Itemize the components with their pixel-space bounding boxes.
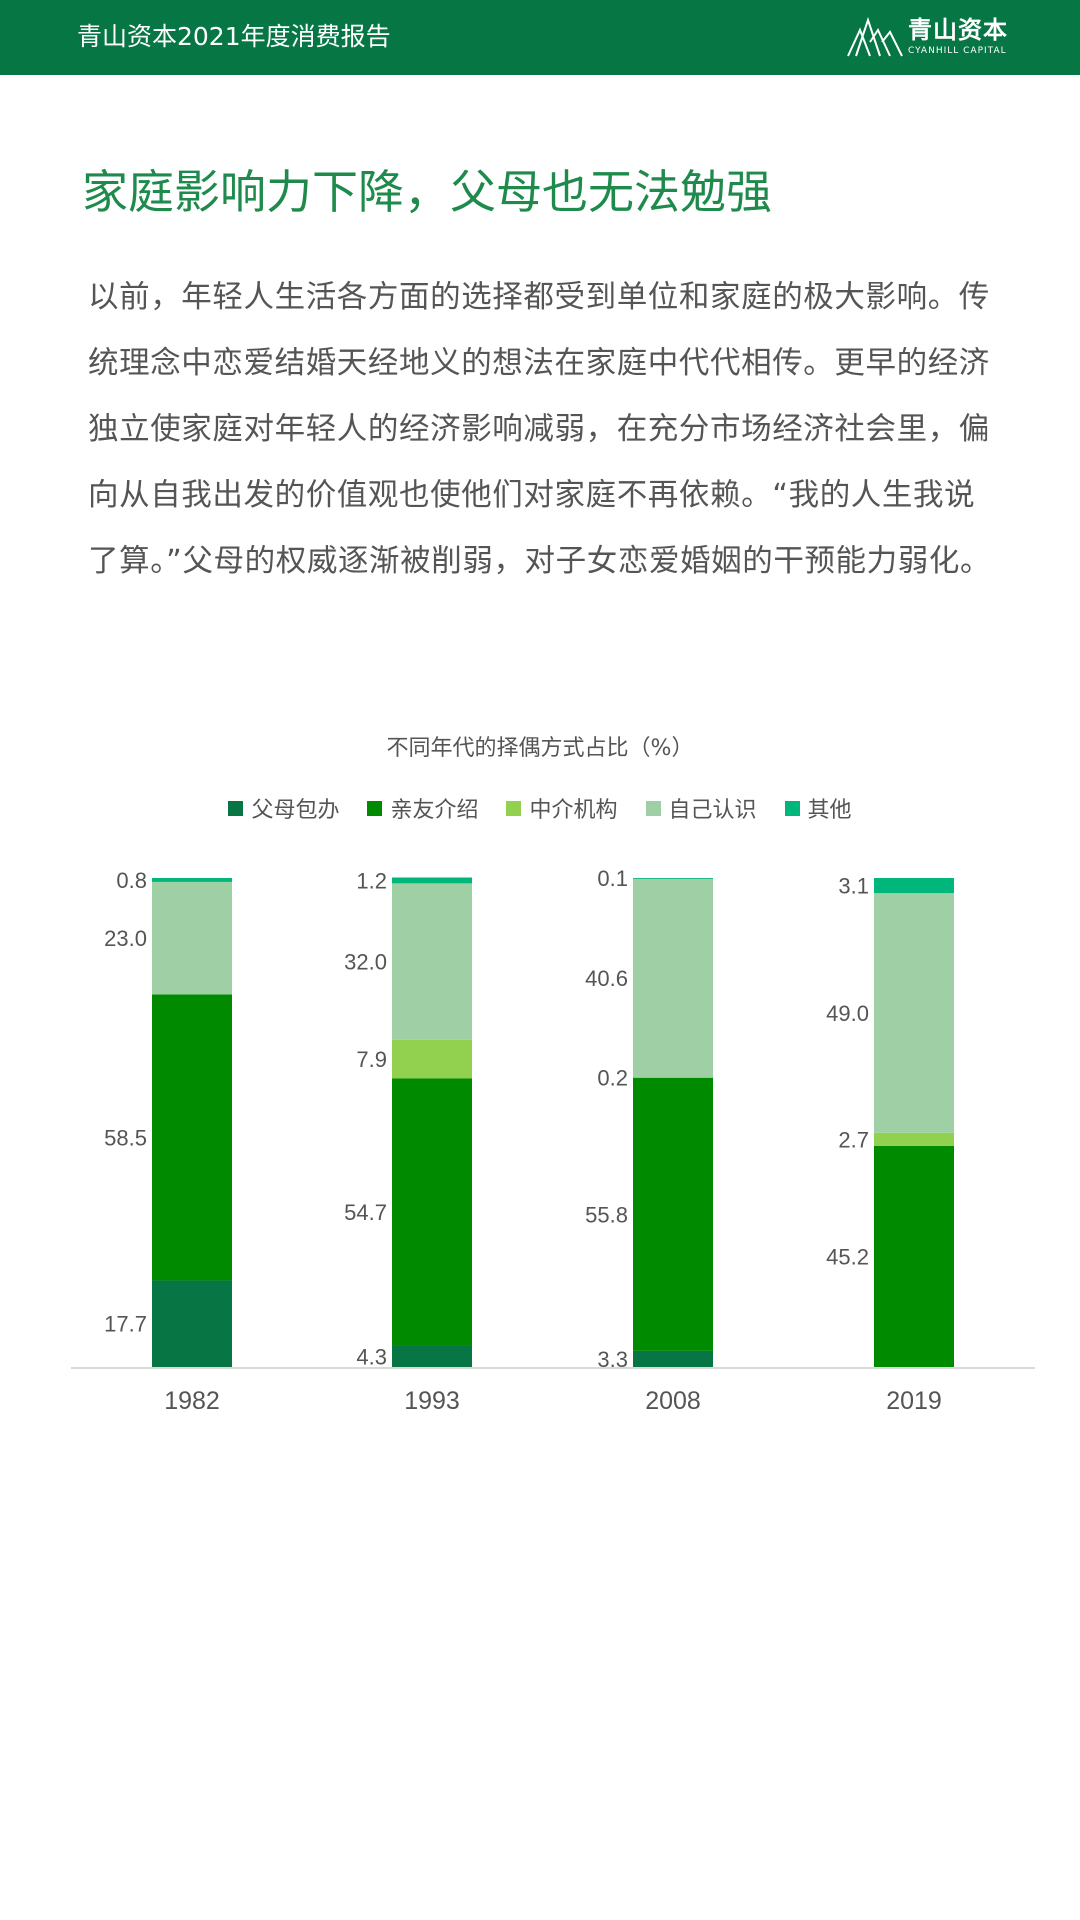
data-label: 17.7	[104, 1312, 147, 1337]
legend-swatch	[645, 800, 661, 816]
x-tick-label: 2008	[645, 1387, 701, 1415]
chart-legend: 父母包办 亲友介绍 中介机构 自己认识 其他	[0, 792, 1080, 824]
data-label: 4.3	[356, 1344, 387, 1369]
data-label: 45.2	[826, 1244, 869, 1269]
chart-title: 不同年代的择偶方式占比（%）	[386, 736, 694, 761]
bar-segment	[392, 877, 472, 884]
legend-item-agency: 中介机构	[506, 792, 618, 824]
data-label: 58.5	[104, 1125, 147, 1150]
bar-segment	[874, 1145, 954, 1367]
bar-segment	[633, 878, 713, 879]
data-label: 23.0	[104, 926, 147, 951]
bar-segment	[633, 1078, 713, 1351]
data-label: 7.9	[356, 1047, 387, 1072]
legend-label: 父母包办	[251, 798, 340, 823]
legend-item-friends: 亲友介绍	[367, 792, 478, 824]
body-paragraph: 以前，年轻人生活各方面的选择都受到单位和家庭的极大影响。传 统理念中恋爱结婚天经…	[88, 265, 1008, 595]
data-label: 54.7	[344, 1200, 387, 1225]
bar-segment	[633, 878, 713, 1078]
data-label: 32.0	[344, 950, 387, 975]
bar-segment	[633, 1350, 713, 1367]
logo-text-cn: 青山资本	[908, 16, 1008, 44]
logo-text-en: CYANHILL CAPITAL	[908, 46, 1007, 56]
header-bar: 青山资本2021年度消费报告 青山资本 CYANHILL CAPITAL	[0, 0, 1080, 75]
paragraph-line: 独立使家庭对年轻人的经济影响减弱，在充分市场经济社会里，偏	[88, 412, 990, 447]
bar-segment	[874, 1132, 954, 1146]
legend-label: 中介机构	[529, 798, 618, 823]
legend-swatch	[367, 800, 383, 816]
legend-swatch	[228, 800, 244, 816]
data-label: 40.6	[585, 966, 628, 991]
bar-segment	[874, 893, 954, 1133]
bar-segment	[152, 994, 232, 1281]
data-label: 49.0	[826, 1001, 869, 1026]
paragraph-line: 向从自我出发的价值观也使他们对家庭不再依赖。“我的人生我说	[88, 478, 976, 513]
report-title: 青山资本2021年度消费报告	[77, 22, 391, 51]
data-label: 2.7	[838, 1127, 869, 1152]
bar-segment	[633, 1077, 713, 1079]
legend-item-self: 自己认识	[645, 792, 757, 824]
bar-segment	[152, 878, 232, 882]
legend-label: 其他	[807, 798, 852, 823]
bar-segment	[152, 1280, 232, 1367]
legend-item-other: 其他	[784, 792, 852, 824]
paragraph-line: 以前，年轻人生活各方面的选择都受到单位和家庭的极大影响。传	[88, 280, 990, 315]
stacked-bar-chart: 17.7 58.5 23.0 0.8 1982 4.3 54.7 7.9 32.0 1.2 1993…	[71, 866, 1035, 1415]
x-tick-label: 1993	[404, 1387, 460, 1415]
bar-segment	[152, 881, 232, 995]
paragraph-line: 统理念中恋爱结婚天经地义的想法在家庭中代代相传。更早的经济	[88, 346, 990, 381]
data-label: 0.2	[597, 1066, 628, 1091]
bar-segment	[392, 883, 472, 1040]
legend-item-parents: 父母包办	[228, 792, 339, 824]
data-label: 0.8	[116, 868, 147, 893]
paragraph-line: 了算。”父母的权威逐渐被削弱，对子女恋爱婚姻的干预能力弱化。	[88, 544, 992, 579]
bar-segment	[392, 1078, 472, 1346]
data-label: 55.8	[585, 1202, 628, 1227]
data-label: 0.1	[597, 866, 628, 891]
x-tick-label: 2019	[886, 1387, 942, 1415]
bar-segment	[392, 1345, 472, 1367]
mountain-logo-icon	[847, 16, 903, 57]
bar-segment	[392, 1039, 472, 1079]
x-tick-label: 1982	[164, 1387, 220, 1415]
legend-label: 亲友介绍	[390, 798, 479, 823]
section-heading: 家庭影响力下降，父母也无法勉强	[82, 165, 772, 219]
legend-label: 自己认识	[668, 798, 757, 823]
data-label: 1.2	[356, 868, 387, 893]
legend-swatch	[506, 800, 522, 816]
bar-segment	[874, 878, 954, 894]
cyanhill-logo: 青山资本 CYANHILL CAPITAL	[846, 16, 1026, 60]
data-label: 3.1	[838, 874, 869, 899]
legend-swatch	[784, 800, 800, 816]
